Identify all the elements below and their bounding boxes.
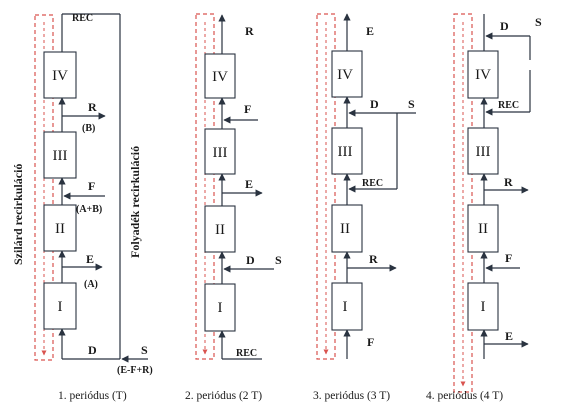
- svg-text:I: I: [481, 299, 486, 315]
- svg-text:II: II: [215, 222, 225, 238]
- caption-period-4: 4. periódus (4 T): [426, 390, 503, 402]
- p4-s-label: S: [535, 15, 542, 29]
- solid-recirculation-loop-4: [453, 13, 473, 393]
- p3-d-label: D: [370, 97, 379, 111]
- column-iv-p4: [467, 50, 499, 99]
- column-i-p2: [204, 283, 236, 332]
- liquid-recirculation-label: Folyadék recirkuláció: [128, 146, 142, 258]
- f-label: F: [88, 179, 95, 193]
- rec-label: REC: [72, 13, 93, 24]
- column-iii-p3: [331, 127, 363, 175]
- svg-text:IV: IV: [337, 67, 353, 83]
- svg-text:I: I: [58, 299, 63, 315]
- svg-text:III: III: [338, 144, 353, 160]
- a-label: (A): [84, 279, 98, 290]
- column-iv-p2: [204, 53, 236, 99]
- solid-recirculation-label: Szilárd recirkuláció: [11, 164, 25, 265]
- s-label: S: [141, 343, 148, 357]
- p4-rec-label: REC: [498, 100, 519, 111]
- period-1: REC R (B) F (A+B) E (A) D S (E-F+R) 1. p…: [34, 13, 153, 402]
- p4-d-label: D: [500, 19, 509, 33]
- r-label: R: [88, 100, 97, 114]
- p3-r-label: R: [369, 252, 378, 266]
- e-label: E: [86, 252, 94, 266]
- p2-r-label: R: [245, 24, 254, 38]
- svg-text:III: III: [213, 145, 228, 161]
- solid-recirculation-loop-1: [34, 14, 54, 361]
- b-label: (B): [82, 123, 95, 134]
- caption-period-2: 2. periódus (2 T): [185, 390, 262, 402]
- column-iv: [43, 51, 77, 99]
- solid-recirculation-loop-2: [195, 13, 215, 360]
- p3-e-label: E: [366, 24, 374, 38]
- svg-text:I: I: [343, 299, 348, 315]
- p2-e-label: E: [245, 177, 253, 191]
- p3-rec-label: REC: [362, 178, 383, 189]
- caption-period-3: 3. periódus (3 T): [313, 390, 390, 402]
- p4-e-label: E: [505, 329, 513, 343]
- svg-text:IV: IV: [52, 68, 68, 84]
- d-label: D: [88, 343, 97, 357]
- svg-text:IV: IV: [212, 69, 228, 85]
- svg-text:II: II: [340, 221, 350, 237]
- column-iv-p3: [331, 50, 363, 98]
- ab-label: (A+B): [76, 204, 102, 215]
- p2-rec-label: REC: [236, 348, 257, 359]
- p2-d-label: D: [246, 253, 255, 267]
- p3-s-label: S: [408, 97, 415, 111]
- p4-f-label: F: [505, 251, 512, 265]
- svg-text:III: III: [476, 144, 491, 160]
- column-i: [43, 282, 77, 330]
- column-iii: [43, 131, 77, 179]
- numerals-p1: IV III II I: [52, 68, 68, 315]
- p2-s-label: S: [275, 253, 282, 267]
- period-2: R F E D S REC 2. periódus (2 T) IV III I…: [185, 13, 282, 402]
- svg-text:III: III: [53, 148, 68, 164]
- svg-text:II: II: [478, 221, 488, 237]
- period-3: E D S REC R F 3. periódus (3 T) IV III I…: [313, 13, 416, 402]
- p3-f-label: F: [367, 335, 374, 349]
- column-ii-p4: [467, 204, 499, 253]
- svg-text:II: II: [55, 221, 65, 237]
- svg-text:IV: IV: [475, 67, 491, 83]
- p2-f-label: F: [244, 102, 251, 116]
- column-ii: [43, 204, 77, 252]
- efr-label: (E-F+R): [117, 365, 153, 376]
- period-4: D S REC R F E 4. periódus (4 T) IV III I…: [426, 13, 542, 402]
- solid-recirculation-loop-3: [316, 13, 336, 360]
- p4-r-label: R: [504, 175, 513, 189]
- column-ii-p2: [204, 205, 236, 253]
- caption-period-1: 1. periódus (T): [58, 390, 127, 402]
- svg-text:I: I: [218, 300, 223, 316]
